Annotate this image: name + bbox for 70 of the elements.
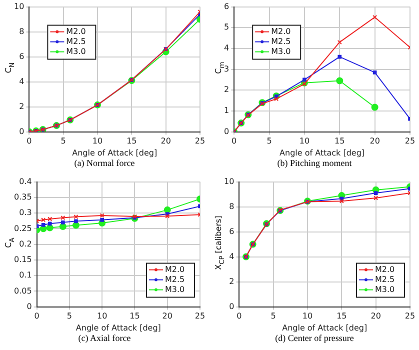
y-tick-label: 0.3: [19, 208, 32, 218]
y-tick-label: 8: [19, 26, 24, 36]
x-tick-label: 20: [160, 136, 171, 146]
y-tick-label: 8: [229, 202, 234, 211]
x-tick-label: 20: [162, 312, 172, 321]
y-tick-label: 0.25: [14, 224, 32, 233]
y-tick-label: 4: [229, 252, 234, 261]
x-tick-label: 25: [194, 136, 206, 146]
y-tick-label: 2: [229, 276, 234, 286]
x-tick-label: 20: [370, 312, 381, 321]
x-tick-label: 25: [404, 312, 416, 321]
x-tick-label: 15: [130, 312, 140, 321]
x-axis-title: Angle of Attack [deg]: [76, 323, 161, 332]
y-tick-label: 1: [224, 106, 230, 116]
x-tick-label: 10: [299, 136, 310, 146]
text: (c) Axial force: [77, 333, 132, 343]
y-tick-label: 6: [229, 226, 234, 236]
y-tick-label: 0.2: [19, 239, 32, 248]
y-tick-label: 3: [224, 64, 230, 74]
legend-label: M2.0: [271, 26, 291, 36]
x-tick-label: 5: [60, 136, 66, 146]
text: (b) Pitching moment: [276, 158, 353, 168]
legend-label: M3.0: [66, 46, 86, 56]
y-tick-label: 4: [19, 76, 24, 86]
x-axis-title: Angle of Attack [deg]: [72, 148, 158, 158]
y-tick-label: 2: [224, 85, 230, 94]
x-axis-title: Angle of Attack [deg]: [282, 323, 368, 332]
y-tick-label: 10: [14, 2, 24, 11]
x-tick-label: 25: [194, 312, 206, 321]
x-axis-title: Angle of Attack [deg]: [280, 148, 365, 158]
x-tick-label: 0: [34, 312, 40, 321]
x-tick-label: 20: [370, 136, 380, 146]
x-tick-label: 10: [96, 312, 108, 321]
x-tick-label: 15: [336, 312, 347, 321]
y-tick-label: 0: [224, 126, 230, 136]
legend-label: M2.5: [271, 36, 291, 46]
legend-label: M3.0: [375, 284, 395, 294]
y-tick-label: 0: [19, 126, 24, 136]
legend-label: M2.0: [375, 264, 395, 274]
y-tick-label: 6: [224, 2, 230, 11]
legend-label: M2.5: [66, 36, 86, 46]
legend-label: M2.0: [66, 26, 86, 36]
legend-label: M3.0: [271, 46, 291, 56]
legend-label: M2.0: [165, 264, 185, 274]
y-tick-label: 6: [19, 52, 24, 61]
text: (d) Center of pressure: [274, 333, 355, 343]
y-tick-label: 0.05: [14, 286, 32, 296]
y-tick-label: 2: [19, 102, 24, 111]
legend-label: M2.5: [165, 274, 185, 284]
x-tick-label: 5: [270, 312, 276, 321]
x-tick-label: 10: [92, 136, 103, 146]
y-tick-label: 10: [224, 176, 234, 186]
y-tick-label: 0: [229, 302, 234, 311]
text: (a) Normal force: [73, 158, 136, 168]
legend-label: M2.5: [375, 274, 395, 284]
y-tick-label: 4: [224, 44, 230, 53]
y-tick-label: 5: [224, 22, 230, 32]
y-tick-label: 0: [26, 302, 32, 311]
y-tick-label: 0.15: [14, 255, 32, 264]
y-tick-label: 0.4: [19, 176, 32, 186]
y-tick-label: 0.35: [14, 192, 32, 202]
x-tick-label: 10: [302, 312, 313, 321]
x-tick-label: 15: [126, 136, 137, 146]
x-tick-label: 5: [266, 136, 272, 146]
x-tick-label: 15: [334, 136, 345, 146]
legend-label: M3.0: [165, 284, 185, 294]
x-tick-label: 0: [236, 312, 242, 321]
y-tick-label: 0.1: [19, 270, 32, 280]
x-tick-label: 5: [66, 312, 72, 321]
x-tick-label: 25: [404, 136, 416, 146]
